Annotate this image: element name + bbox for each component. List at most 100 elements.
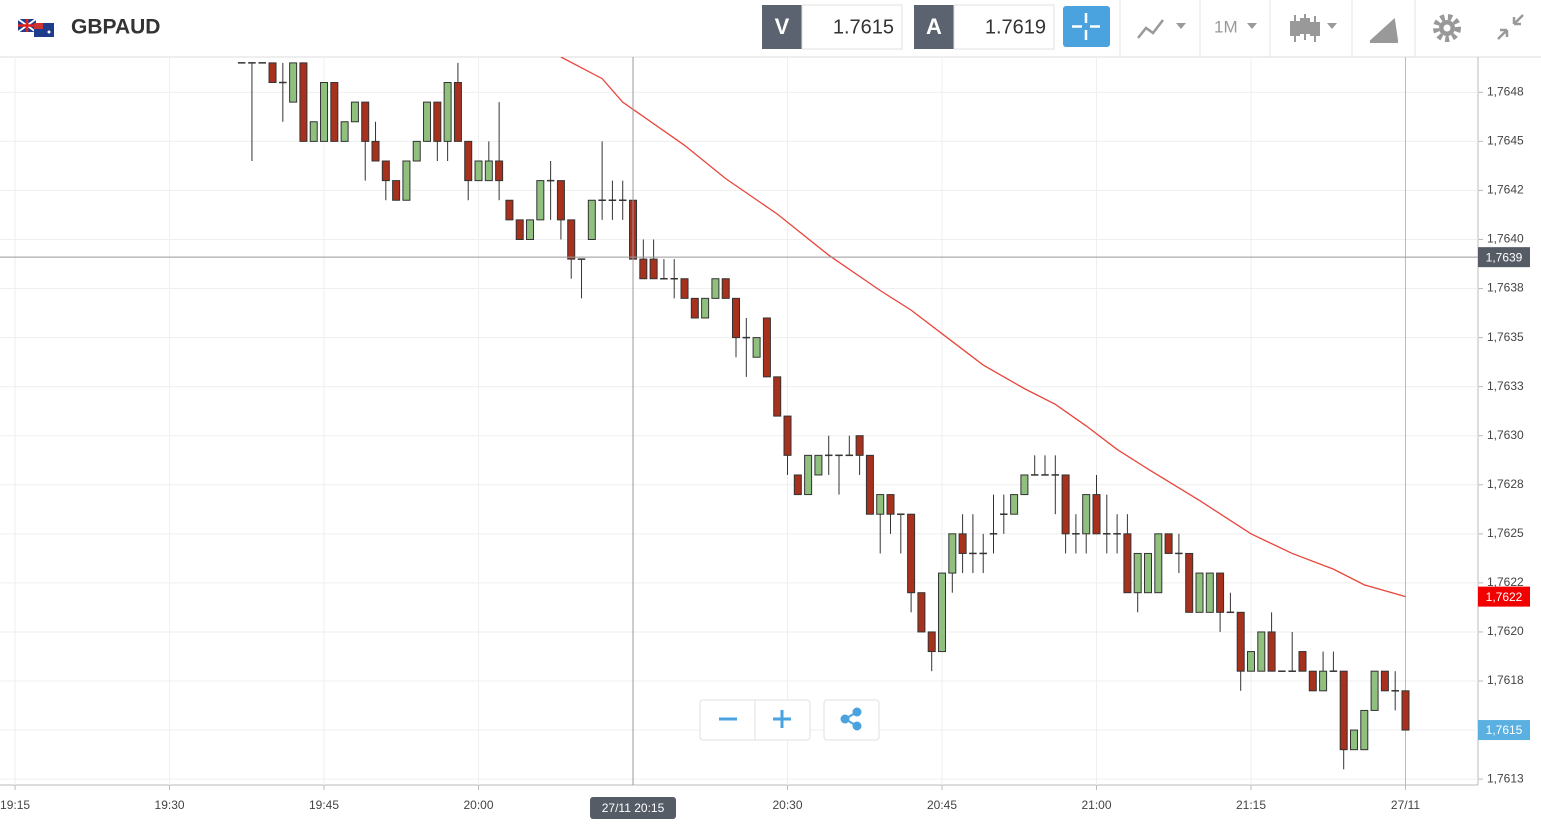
candle-body <box>1380 670 1389 692</box>
candle-body <box>423 101 432 142</box>
candle-body <box>865 454 874 515</box>
candle-body <box>526 219 535 240</box>
candle-body <box>1000 513 1008 515</box>
candle-body <box>1051 474 1060 476</box>
candle-body <box>1288 670 1296 672</box>
candle-body <box>752 337 761 358</box>
candle-body <box>1329 670 1338 672</box>
buy-button[interactable] <box>914 5 954 49</box>
candle-body <box>969 552 977 555</box>
y-tick-label: 1,7635 <box>1487 330 1524 344</box>
symbol: GBPAUD <box>71 16 160 39</box>
candle-body <box>1308 670 1317 692</box>
candle-body <box>515 219 524 240</box>
candle-body <box>979 552 987 555</box>
price-label-box <box>1478 586 1530 607</box>
candle-body <box>783 415 792 456</box>
candle-body <box>1298 651 1307 672</box>
sell-price-box <box>801 4 903 50</box>
candle-body <box>299 62 308 142</box>
crosshair-button[interactable] <box>1063 6 1110 47</box>
candle-body <box>248 62 256 64</box>
candle-body <box>279 81 287 84</box>
collapse-button[interactable] <box>1497 14 1524 40</box>
candle-body <box>814 454 823 476</box>
candle-body <box>1205 572 1214 613</box>
candle-body <box>1278 670 1286 672</box>
y-tick-label: 1,7628 <box>1487 477 1524 491</box>
candle-body <box>1216 572 1225 613</box>
candle-body <box>495 160 504 182</box>
candle-body <box>1391 690 1399 692</box>
y-tick-label: 1,7642 <box>1487 183 1524 197</box>
candle-body <box>350 101 359 123</box>
candle-body <box>1267 631 1276 672</box>
candle-body <box>381 160 390 182</box>
candle-body <box>680 278 689 299</box>
candle-body <box>309 121 318 142</box>
x-tick-label: 27/11 <box>1391 798 1420 812</box>
candle-body <box>361 101 370 142</box>
draw-button[interactable] <box>1369 18 1399 43</box>
candle-body <box>237 62 246 64</box>
candle-body <box>474 160 483 182</box>
y-tick-label: 1,7640 <box>1487 232 1524 246</box>
candle-body <box>639 258 648 280</box>
candle-body <box>845 454 854 457</box>
grid <box>0 57 1478 785</box>
y-tick-label: 1,7618 <box>1487 673 1524 687</box>
candle-style-button[interactable] <box>1290 14 1320 42</box>
candle-body <box>1185 552 1194 613</box>
candle-body <box>577 258 586 260</box>
price-label: 1,7622 <box>1486 590 1523 604</box>
chart-type-button[interactable] <box>1137 19 1164 39</box>
candle-body <box>1041 474 1049 476</box>
candle-body <box>701 297 710 319</box>
candle-body <box>484 160 493 182</box>
crosshair-icon <box>1072 13 1100 40</box>
candle-body <box>1236 611 1245 672</box>
candle-body <box>886 494 895 515</box>
candle-body <box>567 219 576 260</box>
candle-body <box>907 513 916 594</box>
sell-label: V <box>775 14 790 39</box>
candle-body <box>608 199 617 201</box>
candle-body <box>433 101 442 142</box>
x-tick-label: 19:30 <box>155 798 185 812</box>
candle-body <box>711 278 720 299</box>
x-tick-label: 20:45 <box>927 798 957 812</box>
zoom-in-button[interactable] <box>773 710 791 728</box>
candle-body <box>1349 729 1358 751</box>
price-label: 1,7639 <box>1486 250 1523 264</box>
candle-body <box>340 121 349 142</box>
candle-body <box>1226 611 1235 614</box>
dropdown-arrow <box>1176 23 1186 29</box>
candle-body <box>1061 474 1070 535</box>
sell-price: 1.7615 <box>833 16 894 38</box>
buy-price-box <box>953 4 1055 50</box>
share-button[interactable] <box>823 699 880 741</box>
y-tick-label: 1,7638 <box>1487 281 1524 295</box>
candle-body <box>556 180 565 221</box>
x-tick-label: 20:00 <box>464 798 494 812</box>
timeframe[interactable]: 1M <box>1214 17 1238 36</box>
candle-body <box>938 572 947 653</box>
candle-body <box>1195 572 1204 613</box>
buy-price: 1.7619 <box>985 16 1046 38</box>
axes: 1,7648 1,7645 1,7642 1,7640 1,7638 1,7635 1,76… <box>0 84 1530 819</box>
sell-button[interactable] <box>762 5 802 49</box>
candle-body <box>721 278 730 299</box>
candle-body <box>804 454 813 496</box>
price-label-box <box>1478 247 1530 268</box>
toolbar-separators <box>1119 0 1416 57</box>
settings-button[interactable] <box>1433 14 1461 42</box>
candle-body <box>1092 494 1101 535</box>
candle-body <box>1370 670 1379 711</box>
candle-body <box>392 180 401 201</box>
x-tick-label: 20:30 <box>772 798 802 812</box>
buy-label: A <box>926 14 942 39</box>
dropdown-arrow <box>1327 23 1337 29</box>
candle-body <box>742 336 751 339</box>
dropdown-arrow <box>1247 23 1257 29</box>
